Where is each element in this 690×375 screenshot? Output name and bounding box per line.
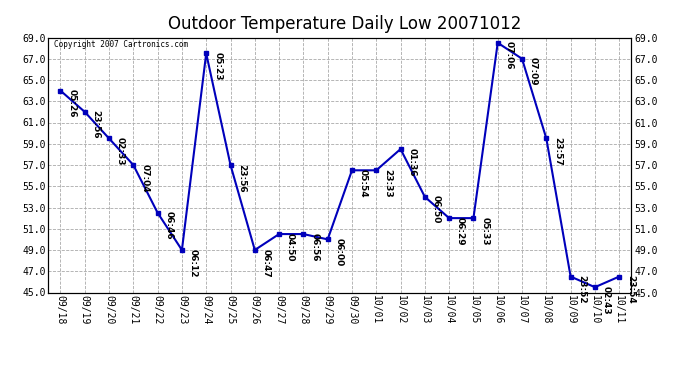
Text: 06:00: 06:00 <box>335 238 344 266</box>
Text: 23:57: 23:57 <box>553 137 562 166</box>
Text: 23:54: 23:54 <box>626 275 635 304</box>
Text: 05:54: 05:54 <box>359 169 368 198</box>
Text: 06:12: 06:12 <box>189 249 198 277</box>
Text: 04:50: 04:50 <box>286 232 295 261</box>
Text: 23:52: 23:52 <box>578 275 586 304</box>
Text: 05:23: 05:23 <box>213 52 222 81</box>
Text: 23:33: 23:33 <box>383 169 392 198</box>
Text: 06:46: 06:46 <box>165 211 174 240</box>
Text: 07:09: 07:09 <box>529 57 538 86</box>
Text: 06:50: 06:50 <box>432 195 441 224</box>
Text: Copyright 2007 Cartronics.com: Copyright 2007 Cartronics.com <box>54 40 188 49</box>
Text: 07:04: 07:04 <box>140 164 149 192</box>
Text: 06:47: 06:47 <box>262 249 270 278</box>
Text: 05:33: 05:33 <box>480 217 489 245</box>
Text: 05:26: 05:26 <box>68 89 77 118</box>
Text: 06:56: 06:56 <box>310 232 319 261</box>
Text: 01:36: 01:36 <box>408 148 417 176</box>
Text: 23:56: 23:56 <box>237 164 246 192</box>
Text: Outdoor Temperature Daily Low 20071012: Outdoor Temperature Daily Low 20071012 <box>168 15 522 33</box>
Text: 07:06: 07:06 <box>504 41 513 70</box>
Text: 02:33: 02:33 <box>116 137 125 165</box>
Text: 02:43: 02:43 <box>602 286 611 314</box>
Text: 23:56: 23:56 <box>92 111 101 139</box>
Text: 06:29: 06:29 <box>456 217 465 245</box>
